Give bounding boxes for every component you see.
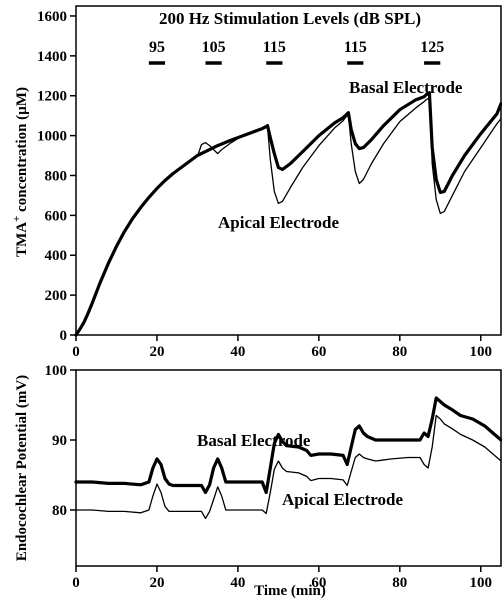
- top-y-tick-label: 1400: [37, 49, 67, 65]
- top-x-tick-label: 20: [149, 344, 164, 360]
- top-y-axis-title-superscript: +: [11, 216, 23, 222]
- bot-x-tick-label: 80: [392, 575, 407, 591]
- top-series-group: [74, 91, 502, 337]
- bottom-basal-annotation: Basal Electrode: [197, 431, 311, 450]
- bot-y-tick-label: 80: [52, 503, 67, 519]
- top-plot-frame: [75, 5, 502, 336]
- top-y-tick-label: 800: [45, 168, 68, 184]
- bot-basal-series-line: [74, 396, 502, 495]
- top-apical-annotation: Apical Electrode: [218, 213, 339, 232]
- top-y-axis: 0 200 400 600 800 1000 1200 1400 1600: [37, 9, 76, 344]
- stimulation-markers: 95 105 115 115 125: [148, 39, 444, 65]
- bot-x-tick-label: 20: [149, 575, 164, 591]
- top-y-tick-label: 200: [45, 288, 68, 304]
- top-x-tick-label: 60: [311, 344, 326, 360]
- bot-y-tick-label: 90: [52, 433, 67, 449]
- top-x-tick-label: 100: [470, 344, 493, 360]
- top-panel: 0 200 400 600 800 1000 1200 1400 1600 0 20 40 60 80 1…: [11, 5, 502, 360]
- bottom-y-axis: 80 90 100: [45, 363, 76, 519]
- bot-x-tick-label: 100: [470, 575, 493, 591]
- top-y-tick-label: 1600: [37, 9, 67, 25]
- bot-x-tick-label: 0: [72, 575, 80, 591]
- stimulation-level-label: 115: [263, 39, 286, 56]
- top-x-tick-label: 40: [230, 344, 245, 360]
- bot-y-tick-label: 100: [45, 363, 68, 379]
- stimulation-level-label: 125: [420, 39, 444, 56]
- top-y-tick-label: 1000: [37, 129, 67, 145]
- bottom-apical-annotation: Apical Electrode: [282, 490, 403, 509]
- stimulation-level-label: 105: [202, 39, 226, 56]
- top-y-tick-label: 0: [60, 328, 68, 344]
- top-y-tick-label: 400: [45, 248, 68, 264]
- bottom-panel: 80 90 100 0 20 40 60 80 100 Basal Electrode Api…: [14, 363, 502, 599]
- top-apical-series-line: [75, 97, 502, 336]
- bottom-y-axis-title: Endocochlear Potential (mV): [14, 375, 30, 561]
- x-axis-title: Time (min): [254, 583, 326, 599]
- top-x-tick-label: 0: [72, 344, 80, 360]
- stimulation-title: 200 Hz Stimulation Levels (dB SPL): [159, 9, 421, 28]
- bot-x-tick-label: 40: [230, 575, 245, 591]
- top-y-axis-title-rest: concentration (µM): [14, 87, 30, 216]
- bottom-x-axis: 0 20 40 60 80 100: [72, 566, 492, 591]
- top-y-axis-title-main: TMA: [14, 222, 30, 257]
- top-x-tick-label: 80: [392, 344, 407, 360]
- bottom-plot-frame: [75, 369, 502, 567]
- top-y-tick-label: 600: [45, 208, 68, 224]
- top-y-axis-title: TMA+ concentration (µM): [11, 87, 30, 257]
- bot-apical-series-line: [75, 414, 502, 520]
- stimulation-level-label: 95: [149, 39, 165, 56]
- top-x-axis: 0 20 40 60 80 100: [72, 335, 492, 360]
- stimulation-level-label: 115: [344, 39, 367, 56]
- bot-x-tick-label: 60: [311, 575, 326, 591]
- bottom-series-group: [74, 396, 502, 520]
- top-basal-annotation: Basal Electrode: [349, 78, 463, 97]
- top-y-tick-label: 1200: [37, 89, 67, 105]
